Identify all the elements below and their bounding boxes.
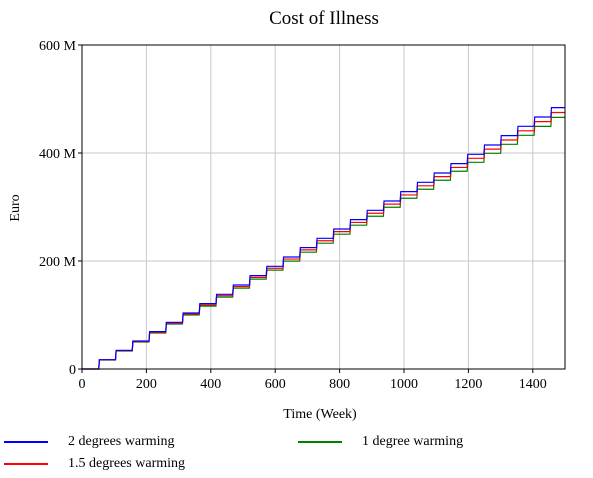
- chart-title: Cost of Illness: [269, 8, 379, 29]
- legend-swatch-red: [4, 463, 48, 465]
- legend-item-2-degrees: 2 degrees warming: [4, 434, 175, 450]
- series-line-1-5-degrees-warming: [82, 111, 565, 370]
- x-tick-label: 800: [329, 377, 350, 392]
- legend-item-1-degree: 1 degree warming: [298, 434, 463, 450]
- tick-layer: 0 200 400 600 800 1000 1200 1400 0 200 M 400 M 600 …: [39, 39, 547, 392]
- legend-swatch-green: [298, 441, 342, 443]
- x-tick-label: 1000: [390, 377, 418, 392]
- legend-item-1-5-degrees: 1.5 degrees warming: [4, 456, 185, 472]
- series-layer: [82, 107, 565, 370]
- grid: [82, 45, 565, 369]
- x-axis-label: Time (Week): [283, 407, 357, 422]
- legend-swatch-blue: [4, 441, 48, 443]
- y-tick-label: 0: [69, 363, 76, 378]
- x-tick-label: 1400: [519, 377, 547, 392]
- x-tick-label: 0: [79, 377, 86, 392]
- series-line-2-degrees-warming: [82, 107, 565, 370]
- y-tick-label: 600 M: [39, 39, 77, 54]
- x-tick-label: 200: [136, 377, 157, 392]
- legend-label: 1.5 degrees warming: [68, 456, 186, 471]
- y-tick-label: 400 M: [39, 147, 77, 162]
- x-tick-label: 600: [265, 377, 286, 392]
- legend-label: 1 degree warming: [362, 434, 464, 449]
- x-tick-label: 400: [200, 377, 221, 392]
- x-tick-label: 1200: [454, 377, 482, 392]
- plot-frame: [81, 44, 566, 370]
- legend-label: 2 degrees warming: [68, 434, 175, 449]
- y-axis-label: Euro: [8, 194, 23, 221]
- y-tick-label: 200 M: [39, 255, 77, 270]
